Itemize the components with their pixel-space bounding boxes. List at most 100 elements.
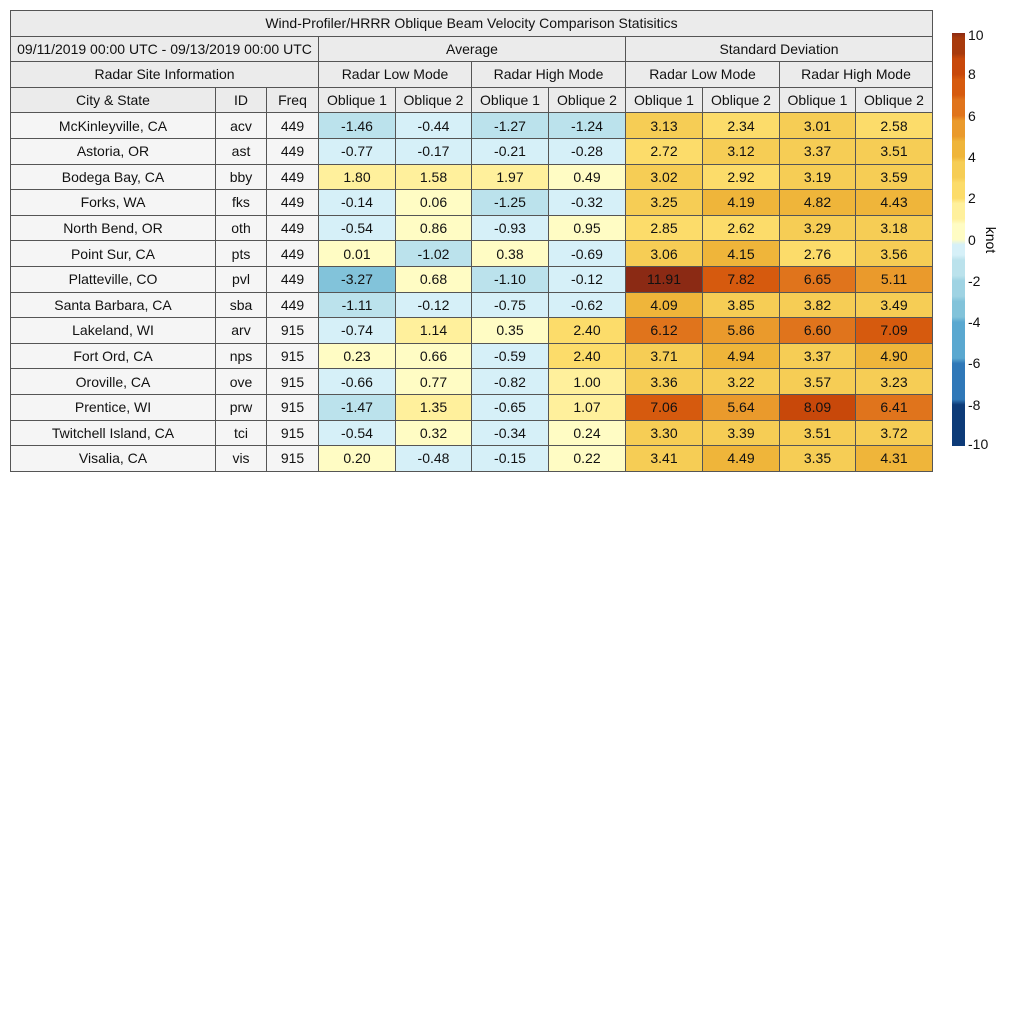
std-cell: 5.64 [702, 393, 780, 421]
avg-cell: 0.95 [548, 214, 626, 242]
site-id: nps [215, 342, 267, 370]
avg-cell: 0.68 [395, 265, 472, 293]
avg-cell: -0.21 [471, 137, 549, 165]
colorbar-tick: -6 [968, 355, 981, 372]
std-cell: 3.25 [625, 189, 703, 216]
std-cell: 3.51 [779, 419, 856, 447]
column-header: Oblique 2 [395, 86, 472, 114]
avg-cell: 0.24 [548, 419, 626, 447]
avg-cell: -0.17 [395, 137, 472, 165]
site-freq: 449 [266, 112, 319, 139]
site-freq: 449 [266, 189, 319, 216]
site-city: Astoria, OR [10, 137, 216, 165]
average-header: Average [318, 35, 626, 63]
std-cell: 8.09 [779, 393, 856, 421]
site-id: acv [215, 112, 267, 139]
avg-cell: -0.54 [318, 214, 396, 242]
avg-cell: -0.59 [471, 342, 549, 370]
table-row: Lakeland, WI arv 915 -0.74 1.14 0.35 2.40 6.12 5… [10, 317, 933, 344]
site-id: prw [215, 393, 267, 421]
column-header: Oblique 1 [318, 86, 396, 114]
table-row: Oroville, CA ove 915 -0.66 0.77 -0.82 1.00 3.36… [10, 368, 933, 395]
column-header: Freq [266, 86, 319, 114]
std-cell: 4.82 [779, 189, 856, 216]
colorbar-tick: 0 [968, 231, 976, 248]
std-cell: 3.51 [855, 137, 933, 165]
site-city: Twitchell Island, CA [10, 419, 216, 447]
std-cell: 3.36 [625, 368, 703, 395]
site-id: pts [215, 240, 267, 267]
site-id: bby [215, 163, 267, 191]
avg-cell: -0.82 [471, 368, 549, 395]
table-row: McKinleyville, CA acv 449 -1.46 -0.44 -1.27 -1… [10, 112, 933, 139]
column-header: ID [215, 86, 267, 114]
site-city: Oroville, CA [10, 368, 216, 395]
mode-header: Radar Low Mode [625, 61, 780, 88]
site-id: ove [215, 368, 267, 395]
avg-cell: 0.35 [471, 317, 549, 344]
avg-cell: 0.32 [395, 419, 472, 447]
std-cell: 6.60 [779, 317, 856, 344]
mode-header: Radar High Mode [779, 61, 933, 88]
std-cell: 2.85 [625, 214, 703, 242]
avg-cell: 1.35 [395, 393, 472, 421]
std-cell: 5.11 [855, 265, 933, 293]
site-city: Bodega Bay, CA [10, 163, 216, 191]
std-cell: 4.94 [702, 342, 780, 370]
std-cell: 2.76 [779, 240, 856, 267]
avg-cell: -0.54 [318, 419, 396, 447]
std-cell: 3.56 [855, 240, 933, 267]
std-cell: 4.15 [702, 240, 780, 267]
colorbar-tick: 4 [968, 148, 976, 165]
std-header: Standard Deviation [625, 35, 933, 63]
table-title: Wind-Profiler/HRRR Oblique Beam Velocity… [10, 10, 933, 37]
avg-cell: 1.00 [548, 368, 626, 395]
avg-cell: -0.32 [548, 189, 626, 216]
avg-cell: -0.28 [548, 137, 626, 165]
site-freq: 915 [266, 419, 319, 447]
site-id: fks [215, 189, 267, 216]
avg-cell: -0.75 [471, 291, 549, 319]
site-id: pvl [215, 265, 267, 293]
avg-cell: 0.01 [318, 240, 396, 267]
site-id: ast [215, 137, 267, 165]
avg-cell: -0.77 [318, 137, 396, 165]
site-freq: 915 [266, 368, 319, 395]
std-cell: 2.92 [702, 163, 780, 191]
table-row: Point Sur, CA pts 449 0.01 -1.02 0.38 -0.69 3.0… [10, 240, 933, 267]
std-cell: 5.86 [702, 317, 780, 344]
std-cell: 3.12 [702, 137, 780, 165]
std-cell: 3.41 [625, 445, 703, 472]
avg-cell: 1.07 [548, 393, 626, 421]
std-cell: 4.09 [625, 291, 703, 319]
site-info-header: Radar Site Information [10, 61, 319, 88]
std-cell: 3.35 [779, 445, 856, 472]
std-cell: 4.43 [855, 189, 933, 216]
site-freq: 915 [266, 317, 319, 344]
date-range: 09/11/2019 00:00 UTC - 09/13/2019 00:00 … [10, 35, 319, 63]
avg-cell: -0.66 [318, 368, 396, 395]
avg-cell: -1.25 [471, 189, 549, 216]
site-freq: 915 [266, 393, 319, 421]
std-cell: 3.02 [625, 163, 703, 191]
site-city: Point Sur, CA [10, 240, 216, 267]
avg-cell: 1.80 [318, 163, 396, 191]
avg-cell: -1.02 [395, 240, 472, 267]
table-row: Prentice, WI prw 915 -1.47 1.35 -0.65 1.07 7.06… [10, 393, 933, 421]
avg-cell: 0.66 [395, 342, 472, 370]
mode-header: Radar Low Mode [318, 61, 472, 88]
table-row: Bodega Bay, CA bby 449 1.80 1.58 1.97 0.49 3.02… [10, 163, 933, 191]
table-row: Forks, WA fks 449 -0.14 0.06 -1.25 -0.32 3.25 4.… [10, 189, 933, 216]
colorbar-tick: -10 [968, 436, 989, 452]
std-cell: 7.06 [625, 393, 703, 421]
std-cell: 4.19 [702, 189, 780, 216]
avg-cell: 0.77 [395, 368, 472, 395]
site-id: sba [215, 291, 267, 319]
std-cell: 11.91 [625, 265, 703, 293]
colorbar-tick: 8 [968, 66, 976, 83]
std-cell: 3.59 [855, 163, 933, 191]
avg-cell: 0.20 [318, 445, 396, 472]
avg-cell: 0.86 [395, 214, 472, 242]
colorbar-tick: 6 [968, 107, 976, 124]
std-cell: 3.37 [779, 342, 856, 370]
